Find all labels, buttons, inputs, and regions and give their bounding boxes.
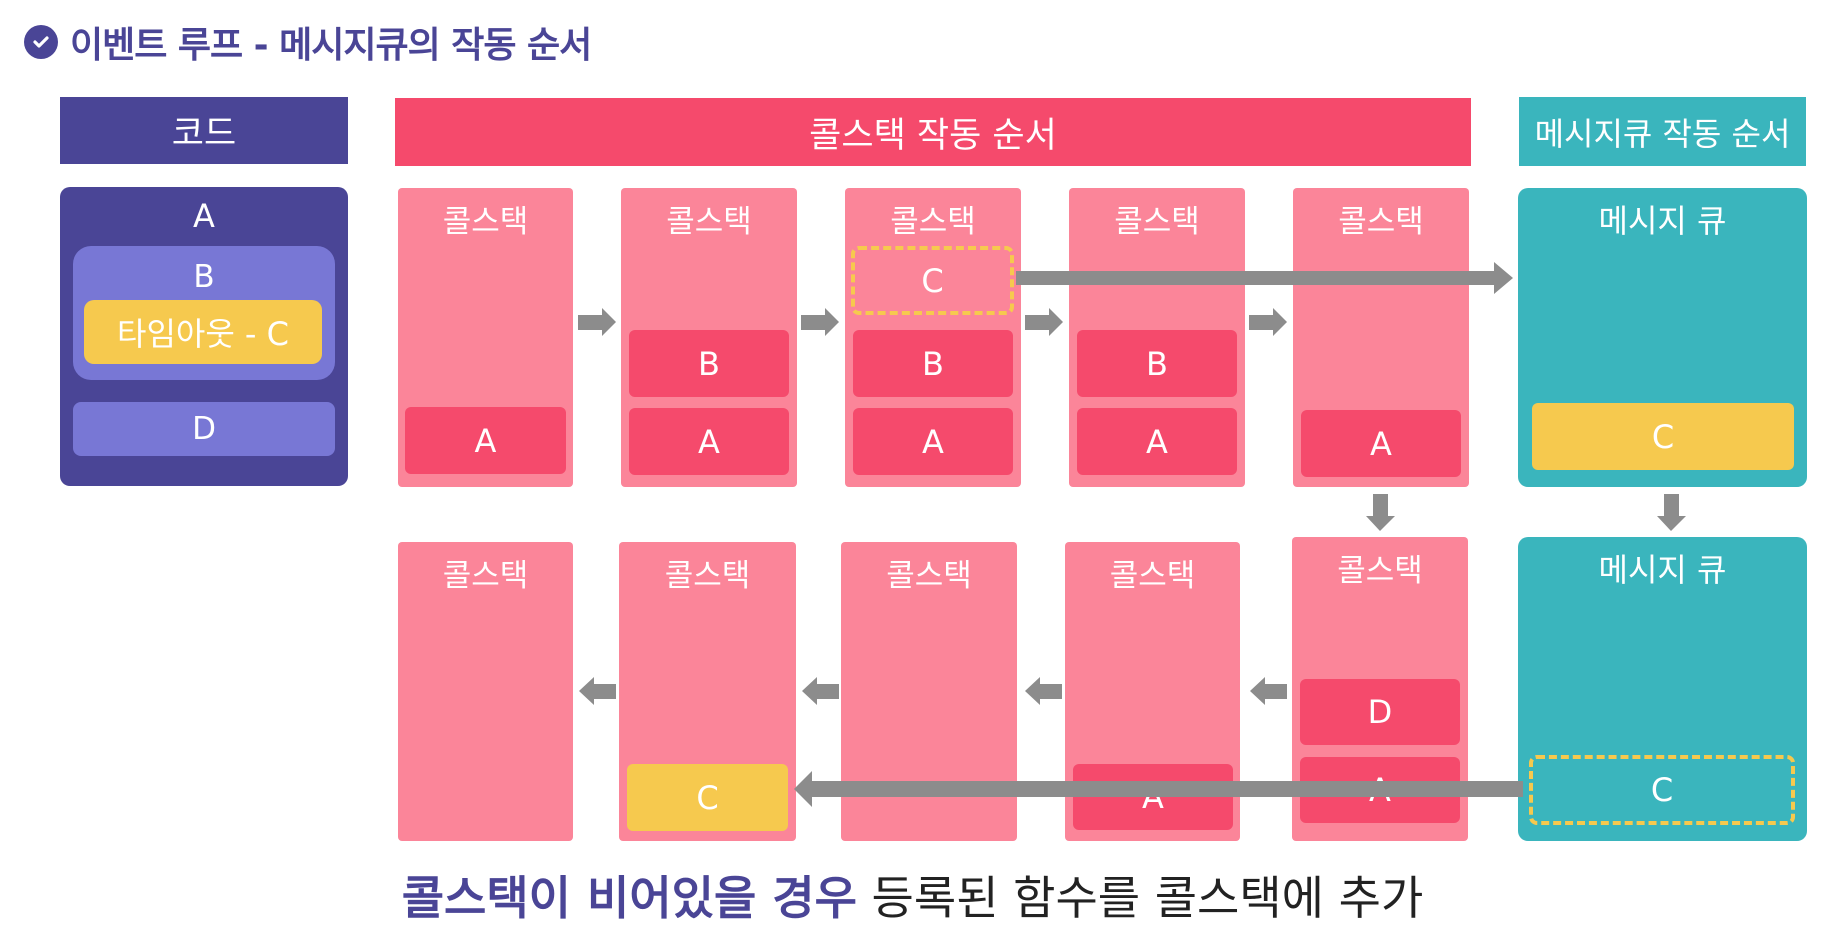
arrow-right-icon xyxy=(1025,308,1063,336)
stack-label: 콜스택 xyxy=(442,558,529,594)
stack-label: 콜스택 xyxy=(1114,204,1200,240)
callstack-r1-4: 콜스택 B A xyxy=(1069,188,1245,487)
page-title: 이벤트 루프 - 메시지큐의 작동 순서 xyxy=(70,25,592,66)
callstack-r2-1: 콜스택 xyxy=(398,542,573,841)
queue-header: 메시지큐 작동 순서 xyxy=(1519,97,1806,166)
arrow-long-right-icon xyxy=(1016,262,1513,294)
stack-frame-b: B xyxy=(1077,330,1237,397)
arrow-down-icon xyxy=(1657,494,1686,531)
stack-frame-d: D xyxy=(1300,679,1460,745)
stack-frame-b: B xyxy=(629,330,789,397)
callstack-r1-3: 콜스택 C B A xyxy=(845,188,1021,487)
queue-label: 메시지 큐 xyxy=(1598,551,1727,589)
code-timeout-c: 타임아웃 - C xyxy=(84,300,322,364)
arrow-down-icon xyxy=(1366,494,1395,531)
stack-label: 콜스택 xyxy=(666,204,752,240)
callstack-r2-2: 콜스택 C xyxy=(619,542,796,841)
stack-frame-a: A xyxy=(1301,410,1461,477)
callstack-header: 콜스택 작동 순서 xyxy=(395,98,1471,166)
stack-frame-c-moving: C xyxy=(851,246,1014,315)
stack-frame-a: A xyxy=(629,408,789,475)
callstack-r1-5: 콜스택 A xyxy=(1293,188,1469,487)
stack-label: 콜스택 xyxy=(1338,204,1424,240)
arrow-left-icon xyxy=(579,677,616,705)
callstack-r1-1: 콜스택 A xyxy=(398,188,573,487)
caption-rest: 등록된 함수를 콜스택에 추가 xyxy=(856,871,1424,925)
arrow-left-icon xyxy=(1025,677,1062,705)
queue-label: 메시지 큐 xyxy=(1598,202,1727,240)
stack-frame-b: B xyxy=(853,330,1013,397)
stack-frame-a: A xyxy=(853,408,1013,475)
stack-frame-a: A xyxy=(405,407,566,474)
queue-item-c: C xyxy=(1532,403,1794,470)
queue-item-c-moving: C xyxy=(1529,755,1795,825)
stack-label: 콜스택 xyxy=(890,204,976,240)
stack-frame-c: C xyxy=(627,764,788,831)
caption-highlight: 콜스택이 비어있을 경우 xyxy=(401,871,857,925)
callstack-r1-2: 콜스택 B A xyxy=(621,188,797,487)
stack-frame-a: A xyxy=(1077,408,1237,475)
arrow-right-icon xyxy=(1249,308,1287,336)
code-line-a: A xyxy=(193,197,215,235)
message-queue-r2: 메시지 큐 C xyxy=(1518,537,1807,841)
title-row: 이벤트 루프 - 메시지큐의 작동 순서 xyxy=(24,18,592,66)
arrow-left-icon xyxy=(802,677,839,705)
code-line-b: B xyxy=(193,259,215,295)
arrow-right-icon xyxy=(578,308,616,336)
stack-label: 콜스택 xyxy=(664,558,751,594)
arrow-left-icon xyxy=(1250,677,1287,705)
stack-label: 콜스택 xyxy=(442,204,529,240)
check-circle-icon xyxy=(24,25,58,59)
stack-label: 콜스택 xyxy=(1337,553,1423,589)
message-queue-r1: 메시지 큐 C xyxy=(1518,188,1807,487)
code-header: 코드 xyxy=(60,97,348,164)
stack-label: 콜스택 xyxy=(1109,558,1196,594)
code-line-d: D xyxy=(73,402,335,456)
arrow-long-left-icon xyxy=(794,771,1523,807)
caption: 콜스택이 비어있을 경우 등록된 함수를 콜스택에 추가 xyxy=(0,862,1825,928)
arrow-right-icon xyxy=(801,308,839,336)
stack-label: 콜스택 xyxy=(886,558,972,594)
